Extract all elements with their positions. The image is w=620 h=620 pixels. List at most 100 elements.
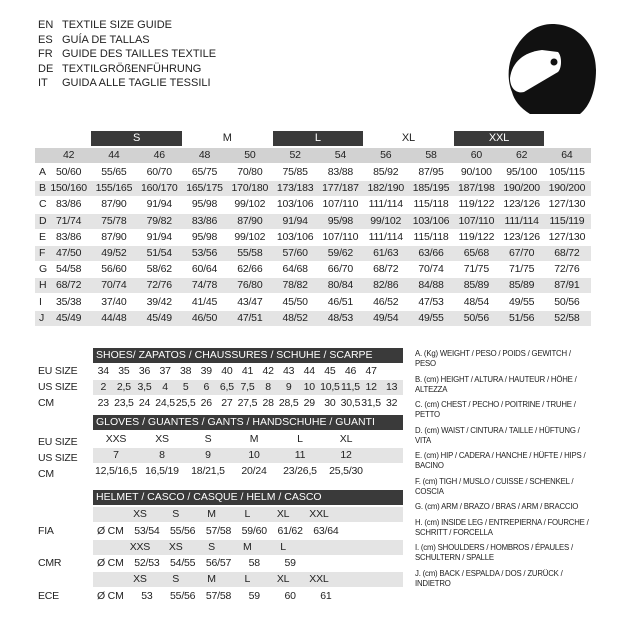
row-stripe [93,507,403,522]
cell-value: 11 [294,449,306,461]
row-stripe [35,213,591,229]
size-value: 47/53 [418,295,444,308]
size-value: 119/122 [458,230,495,243]
row-label: EU SIZE [38,436,78,448]
size-value: 78/82 [282,279,308,292]
cell-value: 2 [100,381,107,393]
cell-value: 7,5 [240,381,255,393]
cell-value: S [172,573,180,585]
size-value: 190/200 [548,182,586,195]
size-value: 64/68 [282,263,308,276]
size-label: XL [401,132,415,144]
cell-value: 57/58 [205,525,232,537]
size-value: 65/75 [191,166,218,178]
section-bar [93,490,403,505]
size-value: 62/66 [237,263,263,276]
size-value: 50/56 [463,311,489,324]
cell-value: L [297,433,303,445]
size-value: 95/100 [506,166,538,178]
cell-value: M [207,508,216,520]
row-unit: Ø CM [97,525,124,537]
row-label: FIA [38,525,54,537]
size-value: 39/42 [146,295,172,308]
cell-value: 4 [162,381,168,393]
cell-value: M [243,541,252,553]
cell-value: 44 [303,365,315,377]
cell-value: 8 [265,381,271,393]
size-value: 115/118 [413,230,449,243]
size-value: 50/60 [56,166,82,178]
cell-value: 27 [221,397,233,409]
size-value: 47/51 [237,311,263,324]
size-value: 49/52 [101,247,127,259]
size-value: 68/72 [373,263,399,276]
size-value: 55/65 [101,166,127,178]
size-number: 44 [108,149,120,161]
cell-value: M [249,433,259,445]
size-number: 50 [244,149,256,161]
size-value: 85/89 [463,279,489,292]
cell-value: 42 [262,365,274,377]
cell-value: XS [133,573,147,585]
size-band [91,131,182,146]
cell-value: 29 [303,397,315,409]
section-bar [93,415,403,430]
cell-value: 5 [182,381,189,393]
size-value: 99/102 [370,214,402,227]
size-label: XXL [488,132,510,144]
size-value: 46/50 [191,311,218,324]
legend-item: G. (cm) ARM / BRAZO / BRAS / ARM / BRACC… [415,502,579,511]
size-value: 56/60 [101,263,127,276]
size-value: 43/47 [237,295,263,308]
size-number: 42 [63,149,75,161]
cell-value: XS [133,508,147,520]
size-value: 67/70 [509,247,535,259]
row-letter: D [39,214,47,227]
size-value: 91/94 [282,214,308,227]
row-unit: Ø CM [97,590,124,602]
legend-item: B. (cm) HEIGHT / ALTURA / HAUTEUR / HÖHE… [415,374,577,394]
size-value: 85/89 [509,279,535,292]
cell-value: 18/21,5 [191,465,225,477]
row-label: CM [38,468,54,480]
row-stripe [35,246,591,261]
cell-value: XS [155,433,169,445]
cell-value: 23/26,5 [283,465,317,477]
cell-value: 23,5 [114,397,134,409]
size-value: 84/88 [418,279,444,292]
size-value: 127/130 [548,198,586,211]
cell-value: 34 [97,365,109,377]
size-value: 65/68 [463,247,489,259]
cell-value: 61/62 [277,525,303,537]
cell-value: 39 [200,365,212,377]
legend-item: C. (cm) CHEST / PECHO / POITRINE / TRUHE… [415,400,576,419]
size-band [272,131,364,146]
cell-value: 11,5 [341,381,360,393]
size-value: 155/165 [95,182,133,195]
cell-value: 61 [320,590,332,602]
row-letter: C [39,198,47,211]
row-stripe [93,448,403,463]
size-value: 47/50 [56,247,82,259]
row-letter: E [39,230,46,243]
size-value: 45/49 [146,311,172,324]
size-value: 49/55 [509,295,535,308]
size-value: 57/60 [282,247,308,259]
cell-value: 20/24 [241,465,267,477]
size-value: 90/100 [460,166,492,178]
size-value: 173/183 [276,182,314,195]
size-value: 87/90 [101,230,127,243]
lang-code: DE [38,62,54,75]
size-value: 82/86 [373,279,399,292]
size-value: 61/63 [373,247,399,259]
cell-value: 10 [248,449,260,461]
size-value: 105/115 [549,166,585,178]
cell-value: L [244,573,251,585]
size-value: 127/130 [548,230,586,243]
size-number: 54 [334,149,347,161]
size-value: 87/90 [237,214,263,227]
row-letter: H [39,279,47,292]
cell-value: 9 [205,449,211,461]
cell-value: 32 [386,397,398,409]
size-value: 95/98 [191,230,218,243]
